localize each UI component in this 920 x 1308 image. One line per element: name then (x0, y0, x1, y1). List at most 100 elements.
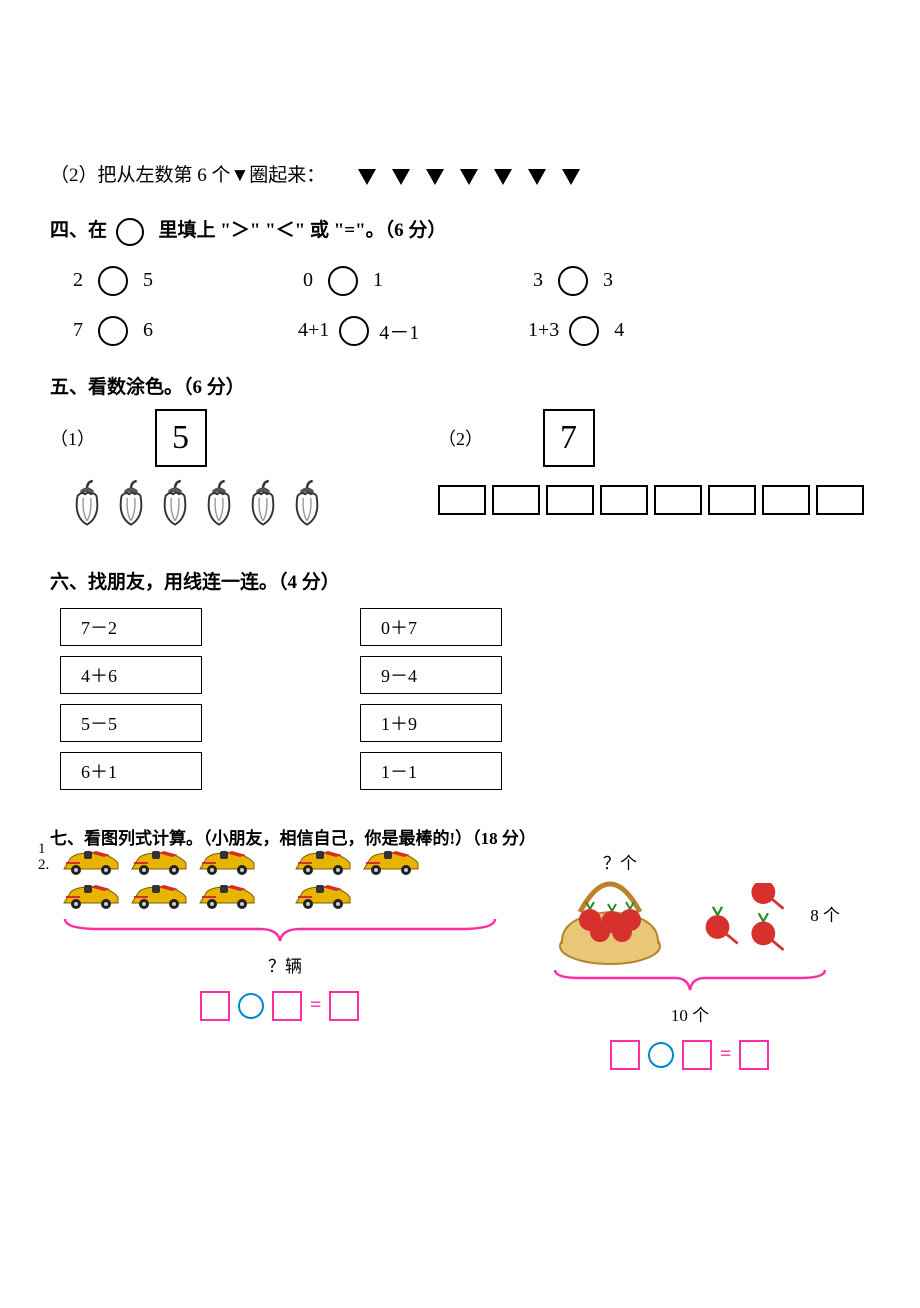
color-rect[interactable] (492, 485, 540, 515)
color-rect[interactable] (708, 485, 756, 515)
equals-sign: = (310, 994, 321, 1017)
q5-part1: （1） 5 (50, 409, 438, 527)
triangle-down-icon[interactable] (426, 169, 444, 185)
blank-op-circle[interactable] (238, 993, 264, 1019)
q5-p2-num: 7 (543, 409, 595, 467)
pepper-icon[interactable] (200, 479, 238, 527)
blank-circle[interactable] (98, 316, 128, 346)
triangle-down-icon[interactable] (392, 169, 410, 185)
expression-box[interactable]: 1－1 (360, 752, 502, 790)
compare-item: 25 (68, 266, 298, 296)
car-groups (60, 849, 520, 911)
q4-title: 四、在 里填上 "＞" "＜" 或 "="。（6 分） (50, 215, 870, 246)
race-car-icon (60, 883, 122, 911)
brace-right (550, 966, 870, 999)
blank-circle[interactable] (558, 266, 588, 296)
expression-box[interactable]: 0＋7 (360, 608, 502, 646)
blank-square[interactable] (272, 991, 302, 1021)
expression-box[interactable]: 7－2 (60, 608, 202, 646)
equals-sign: = (720, 1043, 731, 1066)
pepper-icon[interactable] (112, 479, 150, 527)
triangle-down-icon[interactable] (460, 169, 478, 185)
q4-title-pre: 四、在 (50, 220, 107, 241)
q6-left-col: 7－2 4＋6 5－5 6＋1 (60, 608, 360, 790)
blank-square[interactable] (610, 1040, 640, 1070)
triangle-down-icon[interactable] (528, 169, 546, 185)
blank-circle[interactable] (328, 266, 358, 296)
compare-right: 4 (609, 319, 629, 342)
q2-triangles[interactable] (350, 165, 588, 186)
q7-left-qlabel: ？辆 (50, 952, 520, 977)
pepper-icon[interactable] (68, 479, 106, 527)
compare-left: 1+3 (528, 319, 559, 342)
blank-square[interactable] (682, 1040, 712, 1070)
compare-left: 4+1 (298, 319, 329, 342)
brace-svg-left (60, 915, 500, 945)
pepper-icon[interactable] (156, 479, 194, 527)
race-car-icon (292, 849, 354, 877)
race-car-icon (60, 849, 122, 877)
compare-right: 1 (368, 269, 388, 292)
triangle-down-icon[interactable] (562, 169, 580, 185)
triangle-down-icon[interactable] (494, 169, 512, 185)
race-car-icon (128, 849, 190, 877)
blank-circle[interactable] (98, 266, 128, 296)
compare-item: 01 (298, 266, 528, 296)
q7-columns: 1 2. ？辆 = ？个 (50, 849, 870, 1070)
race-car-icon (292, 883, 354, 911)
expression-box[interactable]: 6＋1 (60, 752, 202, 790)
color-rect[interactable] (546, 485, 594, 515)
pepper-icon[interactable] (244, 479, 282, 527)
q4-rows: 250133764+14－11+34 (50, 266, 870, 346)
q5-part2: （2） 7 (438, 409, 870, 515)
eight-label: 8 个 (810, 901, 840, 926)
color-rect[interactable] (600, 485, 648, 515)
compare-left: 2 (68, 269, 88, 292)
q5-p1-label: （1） (50, 425, 150, 451)
expression-box[interactable]: 1＋9 (360, 704, 502, 742)
color-rect[interactable] (816, 485, 864, 515)
q5-row: （1） 5 （2） 7 (50, 409, 870, 527)
q5-p2-label: （2） (438, 425, 538, 451)
q6-grid: 7－2 4＋6 5－5 6＋1 0＋7 9－4 1＋9 1－1 (50, 608, 870, 790)
expression-box[interactable]: 9－4 (360, 656, 502, 694)
eq-right[interactable]: = (610, 1040, 870, 1070)
race-car-icon (360, 849, 422, 877)
pepper-icon[interactable] (288, 479, 326, 527)
race-car-icon (196, 849, 258, 877)
q7-title: 七、看图列式计算。（小朋友，相信自己，你是最棒的!）（18 分） (50, 824, 870, 849)
compare-item: 33 (528, 266, 758, 296)
compare-right: 4－1 (379, 316, 419, 345)
color-rect[interactable] (762, 485, 810, 515)
color-rect[interactable] (438, 485, 486, 515)
rects-row[interactable] (438, 485, 870, 515)
q7-idx2: 2. (38, 857, 49, 874)
compare-right: 3 (598, 269, 618, 292)
blank-op-circle[interactable] (648, 1042, 674, 1068)
car-block-a (60, 849, 258, 911)
blank-square[interactable] (200, 991, 230, 1021)
car-block-b (292, 849, 422, 911)
q7-left: 1 2. ？辆 = (50, 849, 520, 1021)
blank-square[interactable] (329, 991, 359, 1021)
q7-right-qtop: ？个 (560, 849, 680, 874)
triangle-down-icon[interactable] (358, 169, 376, 185)
peppers-row[interactable] (68, 479, 438, 527)
compare-item: 4+1 4－1 (298, 316, 528, 346)
eq-left[interactable]: = (200, 991, 520, 1021)
q2-line: （2）把从左数第 6 个▼圈起来： (50, 160, 870, 187)
basket-area: 8 个 (550, 876, 870, 966)
blank-circle[interactable] (339, 316, 369, 346)
blank-square[interactable] (739, 1040, 769, 1070)
expression-box[interactable]: 5－5 (60, 704, 202, 742)
compare-left: 7 (68, 319, 88, 342)
ten-label: 10 个 (550, 1001, 830, 1026)
compare-left: 3 (528, 269, 548, 292)
compare-right: 6 (138, 319, 158, 342)
basket-icon (550, 876, 670, 966)
compare-item: 1+3 4 (528, 316, 758, 346)
color-rect[interactable] (654, 485, 702, 515)
race-car-icon (196, 883, 258, 911)
blank-circle[interactable] (569, 316, 599, 346)
expression-box[interactable]: 4＋6 (60, 656, 202, 694)
